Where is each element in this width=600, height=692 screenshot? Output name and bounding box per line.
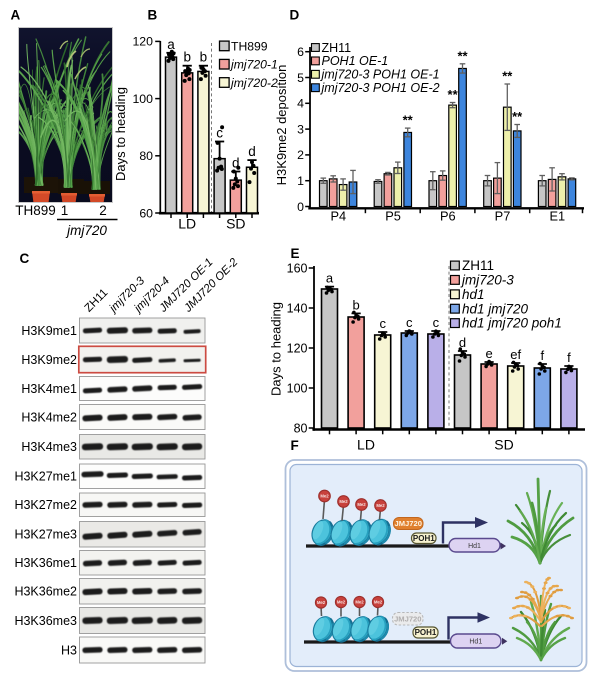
svg-text:c: c — [216, 126, 223, 141]
svg-text:**: ** — [448, 87, 459, 102]
svg-text:ef: ef — [510, 347, 521, 362]
svg-text:Me2: Me2 — [376, 503, 385, 508]
svg-text:1: 1 — [61, 203, 69, 218]
svg-text:H3K27me2: H3K27me2 — [14, 498, 77, 512]
svg-text:3: 3 — [297, 122, 304, 136]
svg-text:100: 100 — [132, 92, 153, 106]
svg-text:Me2: Me2 — [355, 600, 364, 605]
svg-text:Me2: Me2 — [317, 600, 326, 605]
svg-text:jmj720: jmj720 — [65, 223, 107, 238]
svg-text:P7: P7 — [495, 209, 511, 224]
svg-text:P6: P6 — [440, 209, 456, 224]
svg-text:B: B — [148, 8, 158, 23]
svg-text:jmj720-3: jmj720-3 — [460, 273, 514, 288]
svg-text:H3K36me3: H3K36me3 — [14, 614, 77, 628]
svg-text:Days to heading: Days to heading — [269, 302, 284, 396]
svg-text:E: E — [291, 246, 300, 261]
svg-text:POH1: POH1 — [413, 534, 435, 543]
svg-text:H3K9me2 deposition: H3K9me2 deposition — [274, 65, 289, 186]
svg-text:H3K9me2: H3K9me2 — [21, 353, 77, 367]
svg-text:TH899: TH899 — [231, 39, 268, 53]
svg-text:**: ** — [512, 109, 523, 124]
svg-text:D: D — [290, 8, 300, 23]
svg-text:H3K27me3: H3K27me3 — [14, 528, 77, 542]
svg-text:TH899: TH899 — [15, 203, 56, 218]
svg-text:b: b — [183, 50, 191, 65]
svg-text:**: ** — [403, 113, 414, 128]
svg-text:H3K4me3: H3K4me3 — [21, 440, 77, 454]
svg-text:jmj720-3 POH1 OE-2: jmj720-3 POH1 OE-2 — [320, 81, 440, 95]
svg-text:H3: H3 — [61, 643, 77, 657]
svg-text:ZH11: ZH11 — [462, 258, 494, 273]
svg-text:H3K36me1: H3K36me1 — [14, 556, 77, 570]
svg-text:Hd1: Hd1 — [468, 543, 481, 550]
svg-text:e: e — [485, 346, 492, 361]
svg-text:hd1 jmj720: hd1 jmj720 — [462, 301, 529, 316]
svg-text:jmj720-2: jmj720-2 — [229, 76, 278, 90]
svg-text:C: C — [20, 251, 30, 266]
svg-text:H3K27me1: H3K27me1 — [14, 470, 77, 484]
svg-text:Me2: Me2 — [337, 600, 346, 605]
svg-text:H3K9me1: H3K9me1 — [21, 324, 77, 338]
svg-text:H3K36me2: H3K36me2 — [14, 585, 77, 599]
svg-text:d: d — [248, 144, 256, 159]
svg-text:80: 80 — [139, 149, 153, 163]
svg-text:140: 140 — [287, 301, 308, 315]
svg-text:c: c — [433, 315, 440, 330]
svg-text:1: 1 — [297, 174, 304, 188]
svg-text:jmj720-1: jmj720-1 — [229, 58, 278, 72]
svg-text:P4: P4 — [330, 209, 346, 224]
svg-text:JMJ720: JMJ720 — [394, 614, 421, 623]
svg-text:5: 5 — [297, 71, 304, 85]
svg-text:LD: LD — [357, 437, 375, 453]
svg-text:H3K4me2: H3K4me2 — [21, 410, 77, 424]
svg-text:POH1: POH1 — [415, 628, 437, 637]
svg-text:POH1 OE-1: POH1 OE-1 — [322, 54, 389, 68]
svg-text:80: 80 — [294, 421, 308, 435]
svg-text:P5: P5 — [385, 209, 401, 224]
svg-text:SD: SD — [226, 216, 245, 232]
svg-text:H3K4me1: H3K4me1 — [21, 382, 77, 396]
svg-text:LD: LD — [178, 216, 196, 232]
svg-text:hd1: hd1 — [462, 287, 485, 302]
svg-text:4: 4 — [297, 97, 304, 111]
svg-text:JMJ720: JMJ720 — [394, 519, 421, 528]
svg-text:b: b — [200, 50, 208, 65]
svg-text:Me2: Me2 — [374, 600, 383, 605]
svg-text:jmj720-3 POH1 OE-1: jmj720-3 POH1 OE-1 — [320, 68, 440, 82]
svg-text:c: c — [406, 315, 413, 330]
svg-text:**: ** — [502, 69, 513, 84]
svg-text:d: d — [232, 156, 240, 171]
svg-text:hd1 jmj720 poh1: hd1 jmj720 poh1 — [462, 316, 562, 331]
svg-text:d: d — [459, 335, 466, 350]
svg-text:**: ** — [457, 48, 468, 63]
svg-text:SD: SD — [494, 437, 513, 453]
svg-text:F: F — [291, 438, 299, 453]
svg-text:A: A — [11, 8, 21, 23]
svg-text:Days to heading: Days to heading — [113, 87, 128, 181]
svg-text:100: 100 — [287, 381, 308, 395]
svg-text:Me2: Me2 — [320, 494, 329, 499]
svg-text:160: 160 — [287, 261, 308, 275]
svg-text:Me2: Me2 — [339, 499, 348, 504]
svg-text:2: 2 — [99, 203, 107, 218]
svg-text:f: f — [567, 350, 571, 365]
svg-text:E1: E1 — [549, 209, 565, 224]
svg-text:60: 60 — [139, 206, 153, 220]
svg-text:a: a — [167, 37, 175, 52]
svg-text:Me2: Me2 — [357, 502, 366, 507]
svg-text:ZH11: ZH11 — [322, 41, 352, 55]
svg-text:120: 120 — [132, 35, 153, 49]
svg-text:f: f — [540, 348, 544, 363]
svg-text:2: 2 — [297, 148, 304, 162]
svg-text:120: 120 — [287, 341, 308, 355]
svg-text:c: c — [379, 316, 386, 331]
svg-text:a: a — [326, 271, 334, 286]
svg-text:6: 6 — [297, 45, 304, 59]
svg-text:0: 0 — [297, 200, 304, 214]
svg-text:Hd1: Hd1 — [469, 639, 482, 646]
svg-text:b: b — [352, 297, 359, 312]
